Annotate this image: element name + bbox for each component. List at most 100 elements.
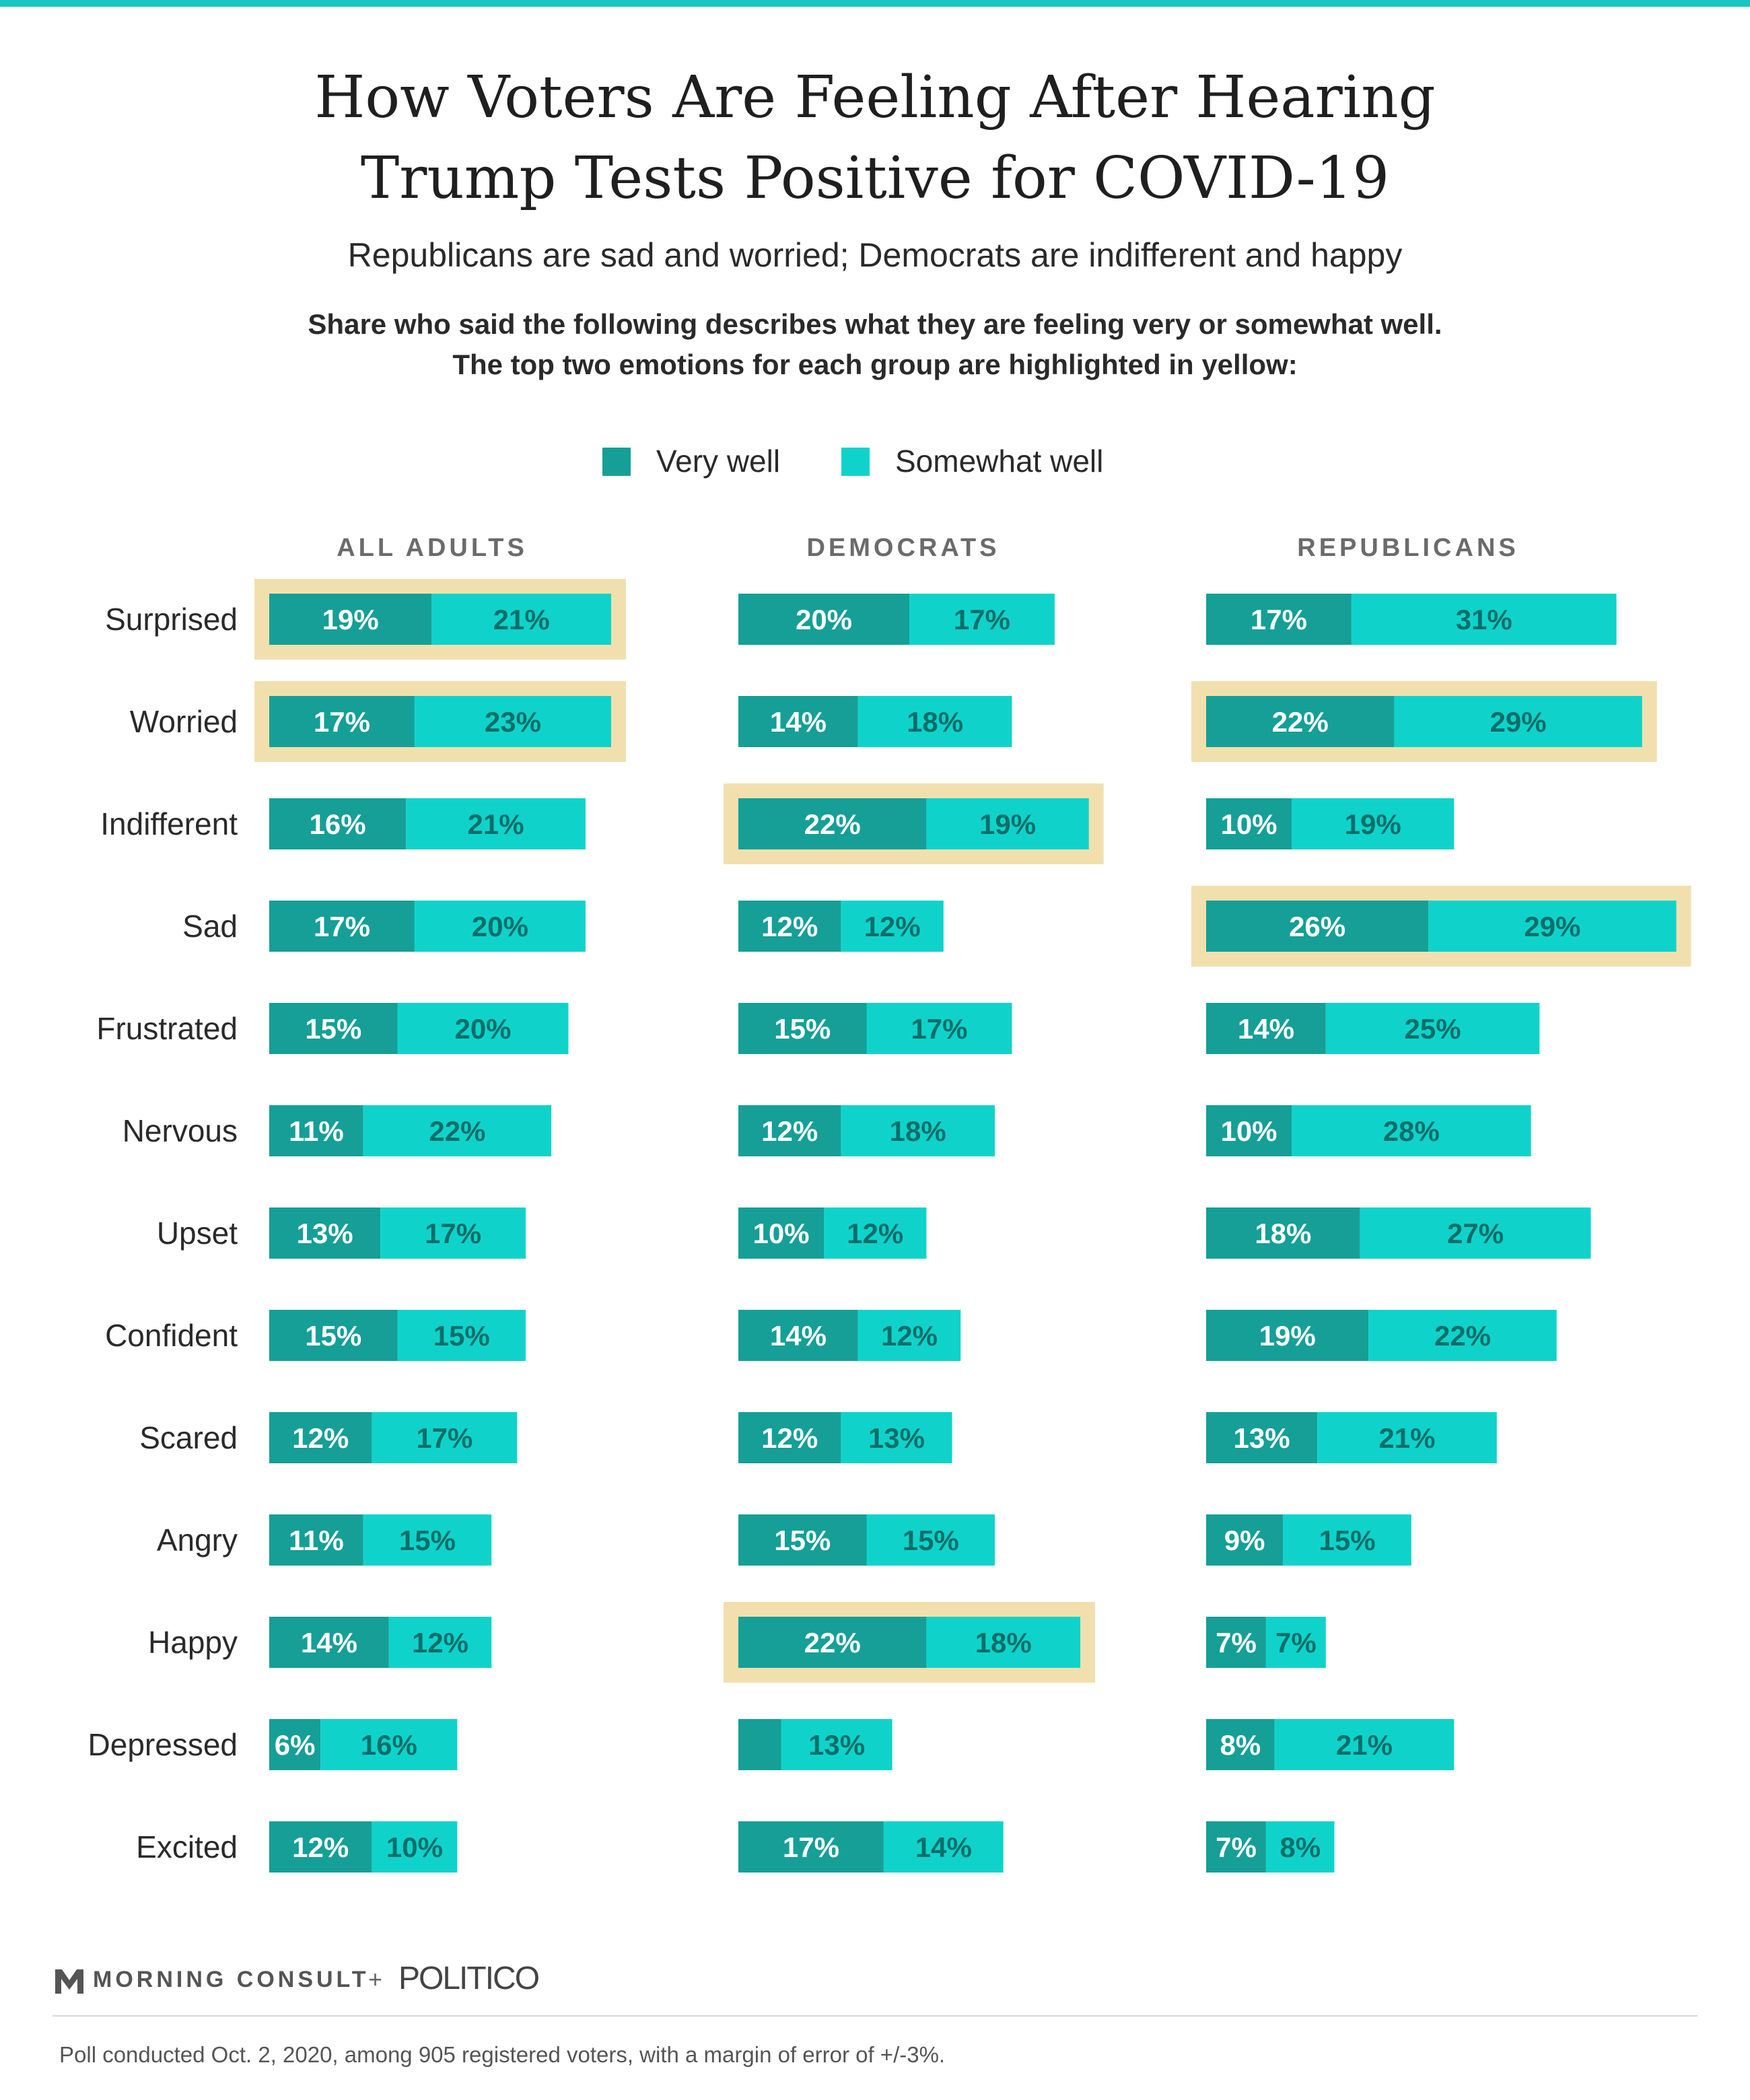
bar-somewhat-well-democrats-confident	[858, 1310, 961, 1361]
label-somewhat-well-all-adults-scared: 17%	[416, 1422, 473, 1454]
bar-very-well-all-adults-surprised	[269, 594, 432, 645]
bar-very-well-republicans-scared	[1206, 1412, 1318, 1463]
label-very-well-all-adults-scared: 12%	[292, 1422, 349, 1454]
chart-description-line-2: The top two emotions for each group are …	[452, 349, 1298, 380]
label-very-well-democrats-nervous: 12%	[761, 1115, 818, 1147]
bar-somewhat-well-all-adults-scared	[372, 1412, 518, 1463]
bar-very-well-republicans-depressed	[1206, 1719, 1275, 1770]
bar-very-well-republicans-excited	[1206, 1821, 1266, 1873]
bar-very-well-all-adults-happy	[269, 1617, 389, 1668]
label-somewhat-well-republicans-sad: 29%	[1524, 911, 1580, 942]
bar-very-well-all-adults-nervous	[269, 1105, 363, 1156]
label-somewhat-well-democrats-confident: 12%	[881, 1320, 938, 1352]
label-somewhat-well-republicans-upset: 27%	[1447, 1218, 1504, 1249]
bar-somewhat-well-republicans-confident	[1368, 1310, 1557, 1361]
bar-somewhat-well-all-adults-sad	[414, 901, 586, 952]
panel-header-republicans: REPUBLICANS	[1297, 534, 1518, 562]
bar-very-well-democrats-surprised	[738, 594, 909, 645]
label-somewhat-well-republicans-indifferent: 19%	[1345, 808, 1401, 840]
category-label-surprised: Surprised	[105, 602, 238, 637]
bar-somewhat-well-democrats-indifferent	[926, 798, 1089, 849]
label-very-well-democrats-happy: 22%	[804, 1627, 861, 1658]
bar-very-well-republicans-indifferent	[1206, 798, 1292, 849]
morning-consult-logo-icon	[55, 1969, 83, 1994]
bar-somewhat-well-democrats-happy	[926, 1617, 1080, 1668]
label-very-well-republicans-angry: 9%	[1224, 1525, 1265, 1556]
bar-very-well-republicans-nervous	[1206, 1105, 1292, 1156]
category-label-confident: Confident	[105, 1318, 238, 1353]
label-very-well-democrats-angry: 15%	[774, 1525, 831, 1556]
methodology-note: Poll conducted Oct. 2, 2020, among 905 r…	[59, 2042, 946, 2067]
bar-very-well-democrats-depressed	[738, 1719, 781, 1770]
bar-somewhat-well-republicans-indifferent	[1292, 798, 1455, 849]
label-somewhat-well-republicans-angry: 15%	[1319, 1525, 1376, 1556]
bar-very-well-all-adults-worried	[269, 696, 415, 747]
label-somewhat-well-democrats-worried: 18%	[907, 706, 963, 738]
bar-somewhat-well-republicans-scared	[1317, 1412, 1497, 1463]
label-somewhat-well-democrats-happy: 18%	[975, 1627, 1032, 1658]
bar-very-well-democrats-worried	[738, 696, 858, 747]
label-somewhat-well-all-adults-frustrated: 20%	[454, 1013, 511, 1045]
bar-very-well-democrats-scared	[738, 1412, 841, 1463]
bar-very-well-all-adults-confident	[269, 1310, 398, 1361]
panel-header-all-adults: ALL ADULTS	[337, 534, 528, 562]
bar-somewhat-well-democrats-worried	[858, 696, 1012, 747]
chart-title-line-1: How Voters Are Feeling After Hearing	[314, 64, 1436, 131]
label-very-well-democrats-worried: 14%	[770, 706, 827, 738]
category-label-happy: Happy	[148, 1625, 238, 1660]
label-somewhat-well-all-adults-sad: 20%	[472, 911, 528, 942]
category-label-scared: Scared	[139, 1420, 238, 1455]
bar-somewhat-well-democrats-depressed	[781, 1719, 893, 1770]
label-somewhat-well-democrats-excited: 14%	[915, 1831, 972, 1863]
label-very-well-all-adults-excited: 12%	[292, 1831, 349, 1863]
bar-very-well-republicans-happy	[1206, 1617, 1266, 1668]
label-very-well-democrats-upset: 10%	[753, 1218, 809, 1249]
bar-somewhat-well-republicans-worried	[1394, 696, 1642, 747]
label-somewhat-well-democrats-frustrated: 17%	[911, 1013, 967, 1045]
category-label-nervous: Nervous	[123, 1113, 238, 1148]
bar-somewhat-well-republicans-nervous	[1292, 1105, 1531, 1156]
bar-very-well-all-adults-scared	[269, 1412, 372, 1463]
bar-somewhat-well-democrats-frustrated	[866, 1003, 1012, 1054]
category-label-frustrated: Frustrated	[96, 1011, 238, 1046]
category-label-sad: Sad	[182, 909, 238, 944]
label-very-well-all-adults-depressed: 6%	[275, 1729, 316, 1761]
label-very-well-all-adults-happy: 14%	[301, 1627, 357, 1658]
label-somewhat-well-republicans-happy: 7%	[1275, 1627, 1317, 1658]
bar-somewhat-well-all-adults-confident	[397, 1310, 526, 1361]
morning-consult-wordmark: MORNING CONSULT	[93, 1967, 370, 1992]
label-somewhat-well-all-adults-angry: 15%	[399, 1525, 456, 1556]
label-very-well-all-adults-worried: 17%	[314, 706, 370, 738]
bar-somewhat-well-democrats-sad	[841, 901, 944, 952]
bar-very-well-republicans-frustrated	[1206, 1003, 1326, 1054]
label-very-well-all-adults-nervous: 11%	[289, 1115, 344, 1147]
bar-very-well-republicans-upset	[1206, 1208, 1360, 1259]
label-very-well-democrats-frustrated: 15%	[774, 1013, 831, 1045]
bar-somewhat-well-all-adults-frustrated	[397, 1003, 569, 1054]
label-very-well-all-adults-indifferent: 16%	[310, 808, 366, 840]
legend-swatch-somewhat-well	[841, 448, 870, 476]
bar-somewhat-well-all-adults-excited	[372, 1821, 458, 1873]
label-very-well-all-adults-confident: 15%	[305, 1320, 361, 1352]
label-very-well-democrats-confident: 14%	[770, 1320, 827, 1352]
label-very-well-republicans-indifferent: 10%	[1220, 808, 1277, 840]
bar-somewhat-well-republicans-happy	[1265, 1617, 1326, 1668]
bar-somewhat-well-republicans-surprised	[1351, 594, 1617, 645]
category-label-worried: Worried	[130, 704, 238, 739]
label-somewhat-well-all-adults-depressed: 16%	[361, 1729, 417, 1761]
bar-somewhat-well-republicans-frustrated	[1325, 1003, 1540, 1054]
label-very-well-all-adults-sad: 17%	[314, 911, 370, 942]
plus-sign: +	[368, 1965, 383, 1993]
bar-somewhat-well-republicans-upset	[1360, 1208, 1591, 1259]
label-very-well-republicans-surprised: 17%	[1251, 604, 1307, 635]
label-somewhat-well-democrats-scared: 13%	[868, 1422, 925, 1454]
label-somewhat-well-republicans-confident: 22%	[1434, 1320, 1491, 1352]
category-label-upset: Upset	[157, 1216, 238, 1251]
label-somewhat-well-democrats-depressed: 13%	[808, 1729, 865, 1761]
bar-somewhat-well-democrats-nervous	[841, 1105, 995, 1156]
bar-somewhat-well-republicans-depressed	[1274, 1719, 1455, 1770]
label-very-well-democrats-surprised: 20%	[796, 604, 852, 635]
bar-somewhat-well-democrats-surprised	[909, 594, 1055, 645]
bar-somewhat-well-all-adults-surprised	[431, 594, 611, 645]
label-somewhat-well-democrats-nervous: 18%	[890, 1115, 946, 1147]
